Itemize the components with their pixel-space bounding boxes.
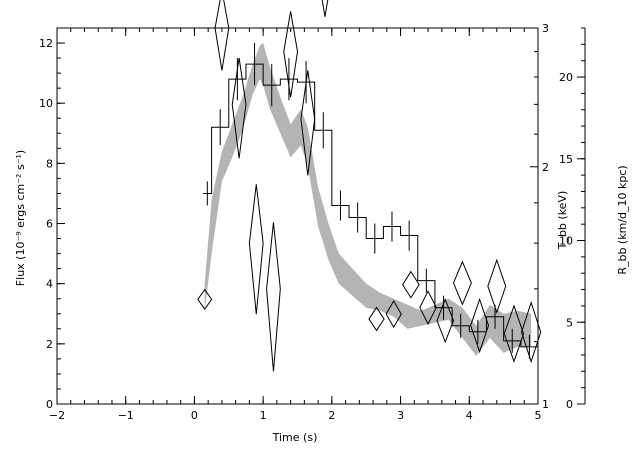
flux-tick-label: 2 <box>46 338 53 351</box>
temperature-tick-label: 3 <box>542 22 549 35</box>
x-tick-label: 5 <box>535 409 542 422</box>
radius-tick-label: 0 <box>566 398 573 411</box>
flux-tick-label: 10 <box>39 97 53 110</box>
radius-diamond <box>503 304 525 364</box>
radius-tick-label: 10 <box>559 235 573 248</box>
temperature-tick-label: 1 <box>542 398 549 411</box>
radius-diamond <box>402 270 420 299</box>
x-axis-title: Time (s) <box>272 431 318 444</box>
x-tick-label: 4 <box>466 409 473 422</box>
flux-tick-label: 4 <box>46 278 53 291</box>
x-tick-label: 2 <box>328 409 335 422</box>
radius-diamond <box>197 288 213 311</box>
x-tick-label: 0 <box>191 409 198 422</box>
radius-diamond <box>419 290 437 326</box>
x-tick-label: −1 <box>118 409 134 422</box>
radius-diamond <box>487 258 507 314</box>
radius-tick-label: 20 <box>559 71 573 84</box>
marks-layer <box>197 0 542 372</box>
flux-tick-label: 12 <box>39 37 53 50</box>
radius-diamond <box>368 306 385 332</box>
temperature-diamond <box>283 11 299 98</box>
model-band <box>204 43 532 356</box>
radius-tick-label: 5 <box>566 316 573 329</box>
x-tick-label: 3 <box>397 409 404 422</box>
radius-diamond <box>452 260 472 306</box>
temperature-diamond <box>300 70 316 176</box>
x-tick-label: 1 <box>260 409 267 422</box>
plot-frame <box>56 27 539 405</box>
flux-tick-label: 8 <box>46 157 53 170</box>
temperature-diamond <box>231 57 247 159</box>
temperature-axis-title: T_bb (keV) <box>556 191 569 251</box>
temperature-diamond <box>214 0 230 71</box>
temperature-diamond <box>321 0 329 17</box>
flux-tick-label: 0 <box>46 398 53 411</box>
flux-tick-label: 6 <box>46 218 53 231</box>
radius-tick-label: 15 <box>559 153 573 166</box>
temperature-diamond <box>266 222 281 372</box>
radius-axis-title: R_bb (km/d_10 kpc) <box>616 165 629 274</box>
radius-diamond <box>470 297 490 354</box>
temperature-diamond <box>248 184 264 315</box>
temperature-tick-label: 2 <box>542 161 549 174</box>
model-band-layer <box>204 43 532 356</box>
x-tick-label: −2 <box>49 409 65 422</box>
y-axis-title: Flux (10⁻⁹ ergs cm⁻² s⁻¹) <box>14 150 27 286</box>
radius-diamond <box>385 300 402 329</box>
radius-diamond <box>436 297 455 344</box>
